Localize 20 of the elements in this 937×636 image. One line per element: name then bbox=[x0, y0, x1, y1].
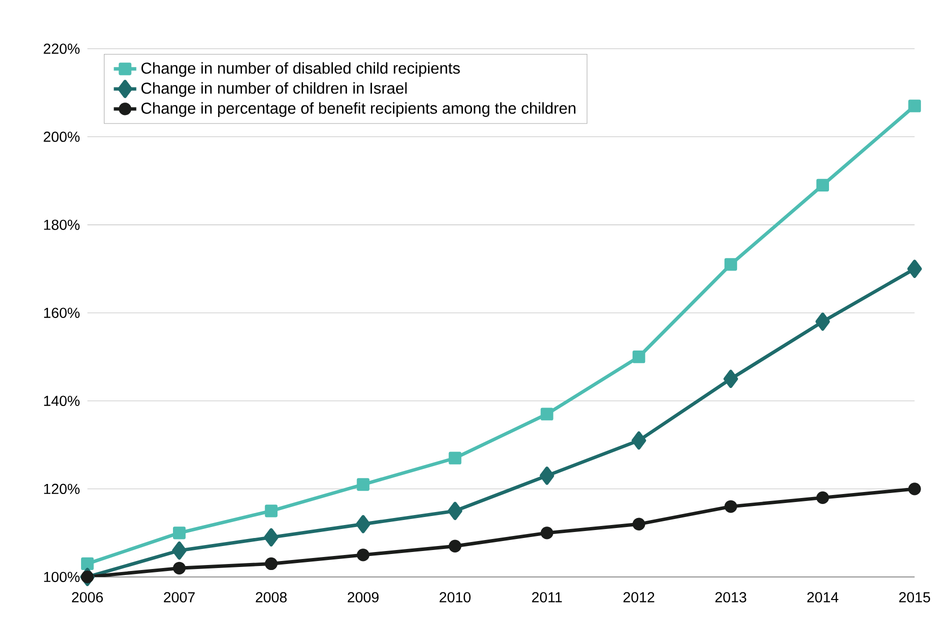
x-tick-label: 2010 bbox=[440, 592, 471, 602]
y-tick-label: 120% bbox=[44, 484, 80, 494]
y-tick-label: 140% bbox=[44, 396, 80, 406]
y-tick-label: 200% bbox=[44, 132, 80, 142]
x-tick-label: 2012 bbox=[623, 592, 654, 602]
x-tick-label: 2008 bbox=[256, 592, 287, 602]
x-tick-label: 2007 bbox=[164, 592, 195, 602]
x-tick-label: 2006 bbox=[72, 592, 103, 602]
x-tick-label: 2011 bbox=[532, 592, 562, 602]
y-tick-label: 100% bbox=[44, 572, 80, 582]
y-tick-label: 180% bbox=[44, 220, 80, 230]
legend-label: Change in percentage of benefit recipients among the children bbox=[141, 102, 576, 117]
y-tick-label: 160% bbox=[44, 308, 80, 318]
y-tick-label: 220% bbox=[44, 44, 80, 54]
legend-label: Change in number of disabled child recipients bbox=[141, 62, 460, 77]
x-tick-label: 2013 bbox=[715, 592, 746, 602]
x-tick-label: 2015 bbox=[899, 592, 930, 602]
legend-label: Change in number of children in Israel bbox=[141, 82, 407, 97]
x-tick-label: 2014 bbox=[807, 592, 838, 602]
x-tick-label: 2009 bbox=[348, 592, 379, 602]
